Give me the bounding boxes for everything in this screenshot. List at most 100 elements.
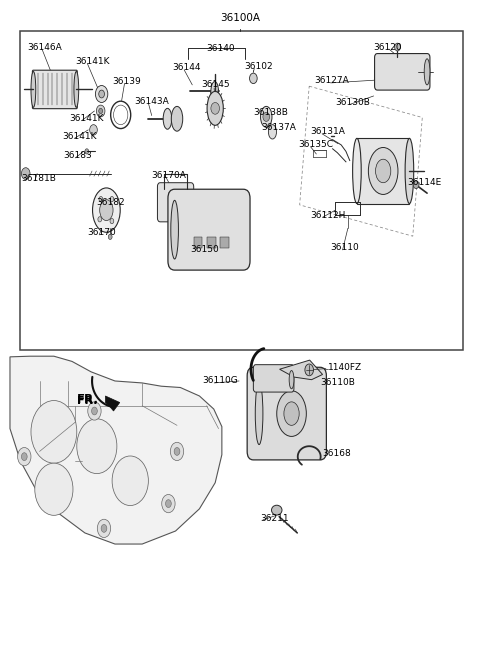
Circle shape	[99, 196, 103, 202]
Text: 36145: 36145	[201, 81, 229, 89]
Circle shape	[108, 234, 112, 240]
Text: 36137A: 36137A	[262, 123, 296, 132]
Polygon shape	[280, 360, 323, 380]
Circle shape	[92, 407, 97, 415]
Circle shape	[263, 112, 270, 121]
Polygon shape	[106, 396, 120, 411]
Text: 36181B: 36181B	[22, 174, 56, 183]
Circle shape	[99, 108, 103, 113]
Text: 36110G: 36110G	[202, 377, 238, 386]
Text: 36131A: 36131A	[311, 127, 346, 136]
Ellipse shape	[171, 200, 179, 259]
Text: 36112H: 36112H	[311, 211, 346, 220]
Ellipse shape	[353, 138, 361, 204]
Ellipse shape	[405, 138, 414, 204]
Text: 36141K: 36141K	[70, 114, 104, 123]
Text: 36144: 36144	[172, 64, 201, 73]
Circle shape	[77, 419, 117, 474]
FancyBboxPatch shape	[33, 70, 77, 109]
Circle shape	[305, 364, 313, 376]
Circle shape	[22, 453, 27, 460]
Ellipse shape	[171, 106, 183, 131]
Ellipse shape	[261, 106, 272, 127]
Text: 36170A: 36170A	[152, 171, 187, 180]
Ellipse shape	[74, 71, 79, 107]
FancyBboxPatch shape	[374, 54, 430, 90]
Ellipse shape	[211, 82, 218, 101]
Polygon shape	[10, 356, 222, 544]
Text: FR.: FR.	[77, 393, 99, 405]
Circle shape	[101, 525, 107, 533]
Text: 36114E: 36114E	[407, 178, 441, 187]
Text: 36102: 36102	[244, 62, 273, 71]
Text: 36140: 36140	[206, 44, 235, 53]
Ellipse shape	[207, 92, 223, 125]
Circle shape	[18, 447, 31, 466]
Bar	[194, 238, 202, 248]
FancyBboxPatch shape	[253, 365, 294, 392]
Text: 36135C: 36135C	[298, 140, 333, 149]
Text: 36183: 36183	[63, 151, 92, 160]
Circle shape	[96, 105, 105, 117]
Circle shape	[88, 402, 101, 420]
Bar	[207, 238, 216, 248]
Circle shape	[96, 86, 108, 102]
Text: 36211: 36211	[260, 514, 288, 523]
Text: 36168: 36168	[322, 449, 351, 458]
Text: 36130B: 36130B	[336, 98, 370, 107]
Text: 36182: 36182	[96, 198, 124, 207]
Text: 36141K: 36141K	[75, 57, 110, 66]
Text: 36100A: 36100A	[220, 13, 260, 24]
Circle shape	[35, 463, 73, 515]
Ellipse shape	[163, 108, 172, 129]
Circle shape	[166, 500, 171, 508]
Circle shape	[97, 519, 111, 538]
Text: 36143A: 36143A	[134, 97, 169, 105]
Circle shape	[170, 442, 184, 460]
Ellipse shape	[284, 402, 299, 425]
Ellipse shape	[268, 124, 276, 139]
Text: 36170: 36170	[87, 229, 116, 237]
Ellipse shape	[255, 383, 263, 445]
Text: 36110B: 36110B	[320, 379, 355, 388]
Ellipse shape	[424, 59, 430, 85]
Circle shape	[90, 124, 97, 135]
Ellipse shape	[277, 391, 306, 436]
Ellipse shape	[289, 371, 294, 389]
Text: 36150: 36150	[190, 245, 219, 253]
Text: 36139: 36139	[113, 77, 141, 86]
Text: 1140FZ: 1140FZ	[328, 364, 362, 373]
Circle shape	[211, 102, 219, 114]
Circle shape	[174, 447, 180, 455]
FancyBboxPatch shape	[168, 189, 250, 270]
FancyBboxPatch shape	[247, 367, 326, 460]
Text: 36127A: 36127A	[314, 77, 348, 85]
Circle shape	[99, 90, 105, 98]
Circle shape	[22, 168, 30, 179]
Circle shape	[98, 217, 102, 222]
Circle shape	[395, 43, 400, 51]
Text: 36120: 36120	[373, 43, 402, 52]
Text: FR.: FR.	[77, 396, 97, 405]
Ellipse shape	[368, 147, 398, 195]
Text: 36138B: 36138B	[253, 108, 288, 117]
Ellipse shape	[93, 188, 120, 233]
Circle shape	[31, 401, 77, 463]
Text: 36141K: 36141K	[62, 132, 97, 141]
Circle shape	[110, 219, 114, 224]
Ellipse shape	[31, 71, 36, 107]
Circle shape	[85, 149, 89, 154]
Text: 36146A: 36146A	[28, 43, 62, 52]
Circle shape	[162, 495, 175, 513]
Circle shape	[413, 181, 419, 189]
Bar	[357, 138, 409, 204]
Circle shape	[250, 73, 257, 84]
Ellipse shape	[100, 200, 113, 221]
FancyBboxPatch shape	[157, 183, 194, 222]
Ellipse shape	[375, 159, 391, 183]
Ellipse shape	[272, 505, 282, 515]
Circle shape	[110, 196, 114, 202]
Bar	[220, 238, 229, 248]
Text: 36110: 36110	[331, 244, 360, 252]
Bar	[20, 31, 463, 350]
